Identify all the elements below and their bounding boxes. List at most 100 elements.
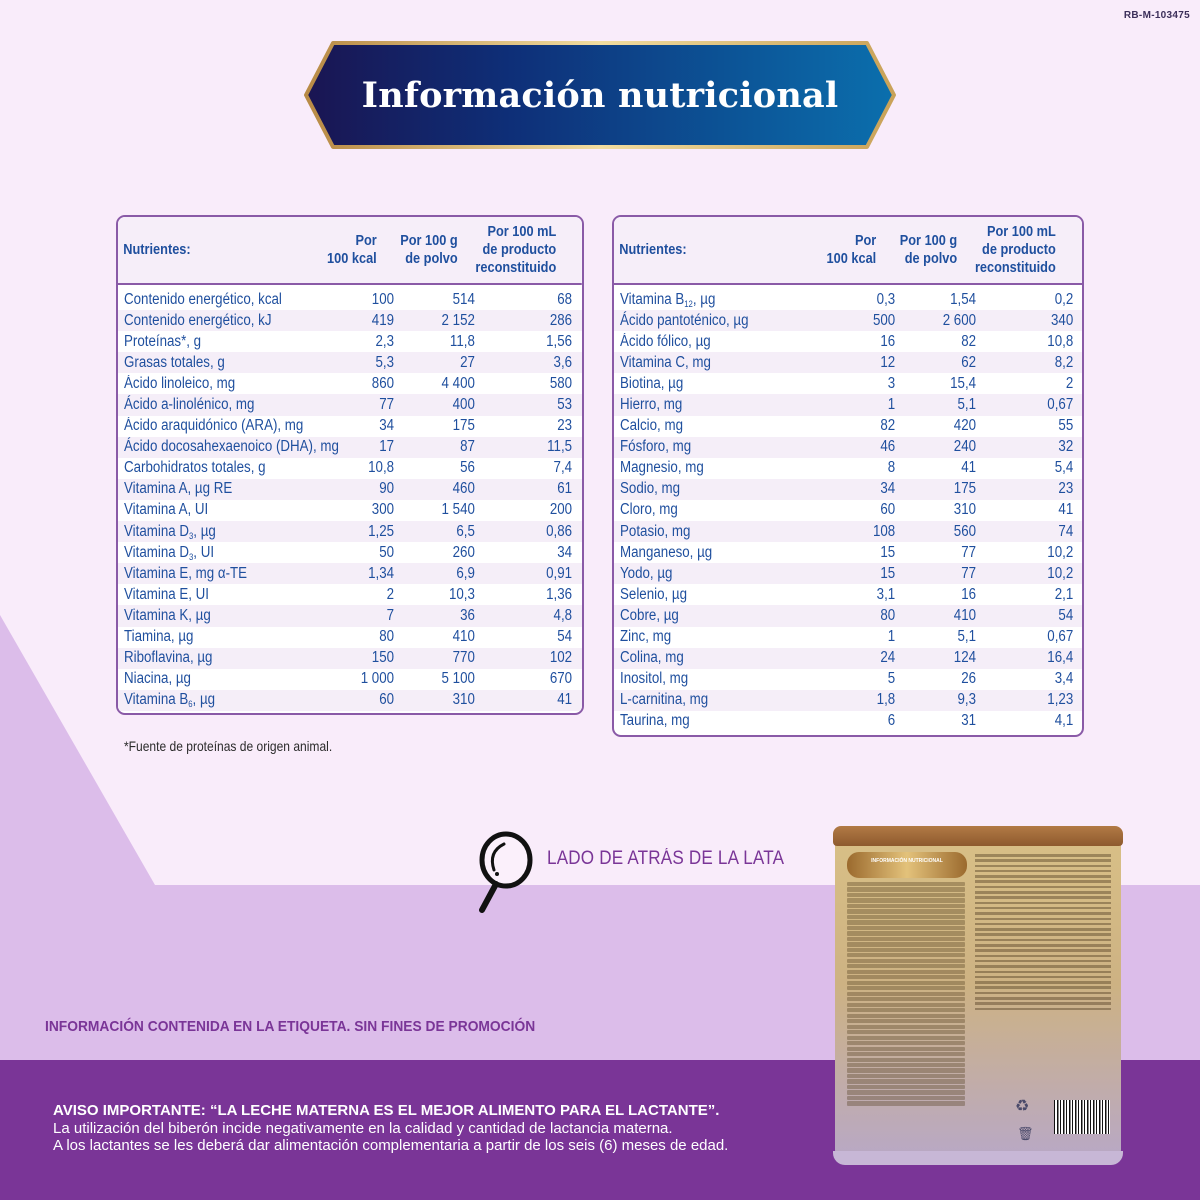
- table-row: Contenido energético, kcal 100 514 68: [118, 289, 582, 310]
- value-per-100ml: 8,2: [1054, 353, 1074, 371]
- value-per-100kcal: 90: [379, 480, 395, 498]
- nutrient-name: L-carnitina, mg: [620, 691, 709, 709]
- nutrient-name: Cloro, mg: [620, 501, 678, 519]
- nutrition-table-right: Nutrientes: Por 100 kcal Por 100 g de polv…: [612, 215, 1084, 737]
- nutrition-table-left: Nutrientes: Por 100 kcal Por 100 g de polv…: [116, 215, 584, 715]
- value-per-100kcal: 108: [872, 522, 896, 540]
- table-row: Cobre, µg 80 410 54: [614, 605, 1082, 627]
- value-per-100kcal: 15: [880, 543, 896, 561]
- value-per-100ml: 53: [557, 396, 573, 414]
- value-per-100kcal: 77: [379, 396, 395, 414]
- value-per-100ml: 0,67: [1047, 628, 1074, 646]
- value-per-100ml: 0,91: [546, 564, 573, 582]
- table-body: Vitamina B12, µg 0,3 1,54 0,2 Ácido pantotén…: [614, 285, 1082, 732]
- value-per-100ml: 55: [1058, 417, 1074, 435]
- table-row: Vitamina B12, µg 0,3 1,54 0,2: [614, 289, 1082, 310]
- value-per-100ml: 23: [1058, 480, 1074, 498]
- table-row: Selenio, µg 3,1 16 2,1: [614, 584, 1082, 605]
- value-per-100g: 87: [460, 438, 475, 456]
- table-row: Ácido docosahexaenoico (DHA), mg 17 87 11,5: [118, 436, 582, 458]
- value-per-100ml: 340: [1050, 311, 1074, 329]
- value-per-100ml: 4,1: [1054, 712, 1074, 730]
- value-per-100ml: 0,67: [1047, 396, 1074, 414]
- magnifier-icon: [479, 831, 533, 913]
- table-row: Fósforo, mg 46 240 32: [614, 436, 1082, 458]
- value-per-100kcal: 8: [887, 459, 896, 477]
- value-per-100g: 4 400: [441, 374, 475, 392]
- nutrient-name: Contenido energético, kcal: [124, 290, 282, 308]
- banner-shape: [304, 41, 896, 149]
- value-per-100g: 420: [953, 417, 977, 435]
- nutrient-name: Vitamina K, µg: [124, 606, 211, 624]
- value-per-100kcal: 1,25: [368, 522, 395, 540]
- nutrient-name: Tiamina, µg: [124, 628, 194, 646]
- nutrient-name: Selenio, µg: [620, 585, 687, 603]
- can-nutrition-lines: [847, 882, 965, 1107]
- value-per-100g: 62: [961, 353, 977, 371]
- nutrient-name: Vitamina C, mg: [620, 353, 711, 371]
- value-per-100ml: 200: [549, 501, 573, 519]
- table-row: Vitamina C, mg 12 62 8,2: [614, 352, 1082, 374]
- table-row: L-carnitina, mg 1,8 9,3 1,23: [614, 689, 1082, 711]
- title-banner: Información nutricional: [303, 40, 897, 150]
- value-per-100kcal: 100: [371, 290, 395, 308]
- value-per-100kcal: 34: [379, 417, 395, 435]
- value-per-100g: 5 100: [441, 670, 475, 688]
- header-per-100kcal: Por 100 kcal: [327, 233, 377, 267]
- nutrient-name: Vitamina B12, µg: [620, 290, 716, 309]
- value-per-100ml: 670: [549, 670, 573, 688]
- value-per-100ml: 68: [557, 290, 573, 308]
- nutrient-name: Taurina, mg: [620, 712, 690, 730]
- value-per-100kcal: 5,3: [375, 353, 395, 371]
- value-per-100ml: 41: [557, 691, 573, 709]
- table-row: Tiamina, µg 80 410 54: [118, 627, 582, 648]
- value-per-100ml: 3,6: [553, 353, 573, 371]
- table-row: Taurina, mg 6 31 4,1: [614, 711, 1082, 732]
- table-row: Cloro, mg 60 310 41: [614, 500, 1082, 521]
- table-row: Ácido linoleico, mg 860 4 400 580: [118, 373, 582, 394]
- value-per-100g: 2 600: [942, 311, 977, 329]
- nutrient-name: Proteínas*, g: [124, 332, 202, 350]
- value-per-100ml: 10,8: [1047, 332, 1074, 350]
- value-per-100kcal: 15: [880, 564, 896, 582]
- nutrient-name: Fósforo, mg: [620, 438, 692, 456]
- value-per-100kcal: 16: [880, 332, 896, 350]
- table-row: Vitamina E, UI 2 10,3 1,36: [118, 584, 582, 605]
- value-per-100g: 560: [953, 522, 977, 540]
- value-per-100ml: 1,23: [1047, 691, 1074, 709]
- value-per-100kcal: 1: [887, 396, 896, 414]
- table-row: Vitamina E, mg α-TE 1,34 6,9 0,91: [118, 563, 582, 585]
- value-per-100kcal: 1,34: [368, 564, 395, 582]
- value-per-100g: 77: [961, 564, 977, 582]
- table-row: Grasas totales, g 5,3 27 3,6: [118, 352, 582, 374]
- table-row: Contenido energético, kJ 419 2 152 286: [118, 310, 582, 332]
- value-per-100g: 260: [452, 543, 475, 561]
- value-per-100kcal: 3: [887, 374, 896, 392]
- value-per-100kcal: 17: [379, 438, 395, 456]
- value-per-100kcal: 0,3: [876, 290, 896, 308]
- value-per-100kcal: 5: [887, 670, 896, 688]
- table-row: Vitamina K, µg 7 36 4,8: [118, 605, 582, 627]
- nutrient-name: Carbohidratos totales, g: [124, 459, 266, 477]
- nutrient-name: Ácido araquidónico (ARA), mg: [124, 417, 304, 435]
- table-row: Biotina, µg 3 15,4 2: [614, 373, 1082, 394]
- value-per-100kcal: 46: [880, 438, 896, 456]
- table-row: Hierro, mg 1 5,1 0,67: [614, 394, 1082, 416]
- value-per-100ml: 0,86: [546, 522, 573, 540]
- value-per-100kcal: 7: [386, 606, 395, 624]
- value-per-100ml: 41: [1058, 501, 1074, 519]
- value-per-100kcal: 80: [379, 628, 395, 646]
- nutrient-name: Magnesio, mg: [620, 459, 704, 477]
- value-per-100kcal: 860: [371, 374, 395, 392]
- value-per-100g: 460: [452, 480, 475, 498]
- nutrient-name: Sodio, mg: [620, 480, 681, 498]
- nutrient-name: Vitamina E, UI: [124, 585, 209, 603]
- value-per-100g: 31: [961, 712, 977, 730]
- nutrient-name: Ácido docosahexaenoico (DHA), mg: [124, 438, 339, 456]
- value-per-100g: 10,3: [448, 585, 475, 603]
- value-per-100g: 82: [961, 332, 977, 350]
- nutrient-name: Calcio, mg: [620, 417, 683, 435]
- value-per-100kcal: 10,8: [368, 459, 395, 477]
- table-row: Magnesio, mg 8 41 5,4: [614, 458, 1082, 479]
- table-row: Yodo, µg 15 77 10,2: [614, 563, 1082, 585]
